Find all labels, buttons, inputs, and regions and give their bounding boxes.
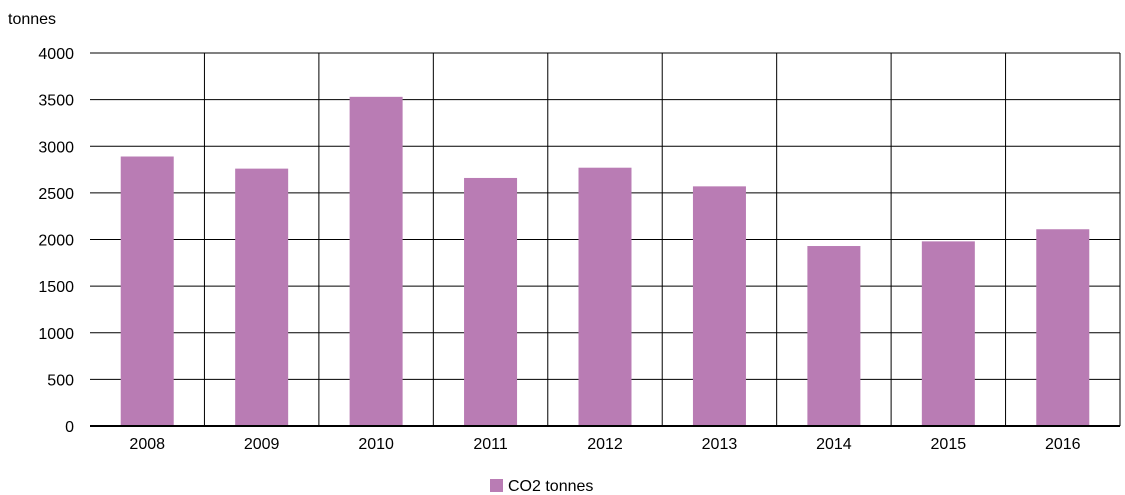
legend-swatch — [490, 479, 503, 492]
chart-legend: CO2 tonnes — [490, 478, 593, 495]
chart-labels: tonnes 0 500 1000 1500 2000 2500 3000 3500 4000 2… — [8, 11, 1081, 453]
x-tick-label: 2016 — [1045, 436, 1081, 453]
y-tick-label: 4000 — [38, 46, 74, 63]
bar — [692, 186, 746, 426]
bar — [1036, 229, 1090, 426]
x-tick-label: 2010 — [358, 436, 394, 453]
y-tick-label: 2000 — [38, 233, 74, 250]
y-tick-label: 1500 — [38, 279, 74, 296]
x-tick-label: 2012 — [587, 436, 623, 453]
y-axis-label: tonnes — [8, 11, 56, 28]
legend-label: CO2 tonnes — [508, 478, 593, 495]
bar-series — [120, 96, 1090, 426]
x-tick-label: 2014 — [816, 436, 852, 453]
y-tick-label: 2500 — [38, 186, 74, 203]
bar — [349, 96, 403, 426]
bar — [235, 168, 289, 426]
bar — [578, 167, 632, 426]
bar — [120, 156, 174, 426]
bar — [464, 177, 518, 426]
x-tick-label: 2008 — [129, 436, 165, 453]
x-tick-label: 2011 — [473, 436, 508, 453]
bar — [807, 246, 861, 426]
x-tick-label: 2013 — [702, 436, 738, 453]
y-tick-label: 1000 — [38, 326, 74, 343]
y-tick-label: 3500 — [38, 93, 74, 110]
x-tick-label: 2009 — [244, 436, 280, 453]
x-tick-label: 2015 — [931, 436, 967, 453]
y-tick-label: 0 — [65, 419, 74, 436]
y-tick-label: 3000 — [38, 139, 74, 156]
y-tick-label: 500 — [47, 372, 74, 389]
bar — [921, 241, 975, 426]
